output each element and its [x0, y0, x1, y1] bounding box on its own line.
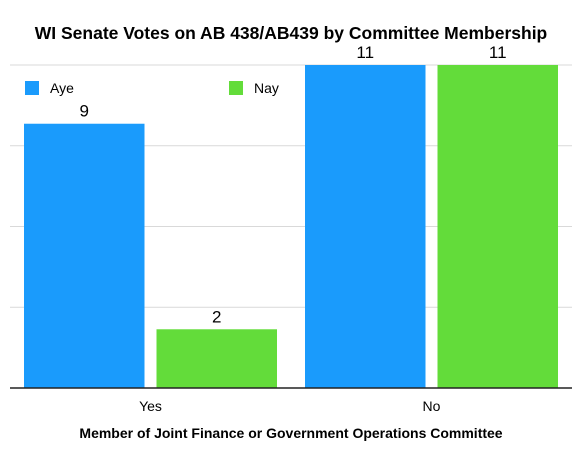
data-label: 9 — [80, 102, 89, 121]
bar-aye-no — [305, 65, 426, 388]
bar-nay-no — [437, 65, 558, 388]
x-tick-label: No — [423, 398, 441, 414]
data-label: 2 — [212, 307, 221, 326]
data-label: 11 — [356, 43, 374, 62]
x-axis-label: Member of Joint Finance or Government Op… — [79, 425, 502, 441]
x-tick-label: Yes — [139, 398, 162, 414]
legend-swatch-nay — [229, 81, 243, 95]
bar-aye-yes — [24, 123, 145, 389]
bars: 9 2 11 11 — [24, 43, 558, 389]
legend: Aye Nay — [25, 80, 279, 96]
chart-title: WI Senate Votes on AB 438/AB439 by Commi… — [35, 23, 548, 43]
x-tick-labels: Yes No — [139, 398, 441, 414]
bar-nay-yes — [156, 329, 277, 388]
legend-label-nay: Nay — [254, 80, 279, 96]
legend-swatch-aye — [25, 81, 39, 95]
legend-label-aye: Aye — [50, 80, 74, 96]
data-label: 11 — [489, 43, 507, 62]
